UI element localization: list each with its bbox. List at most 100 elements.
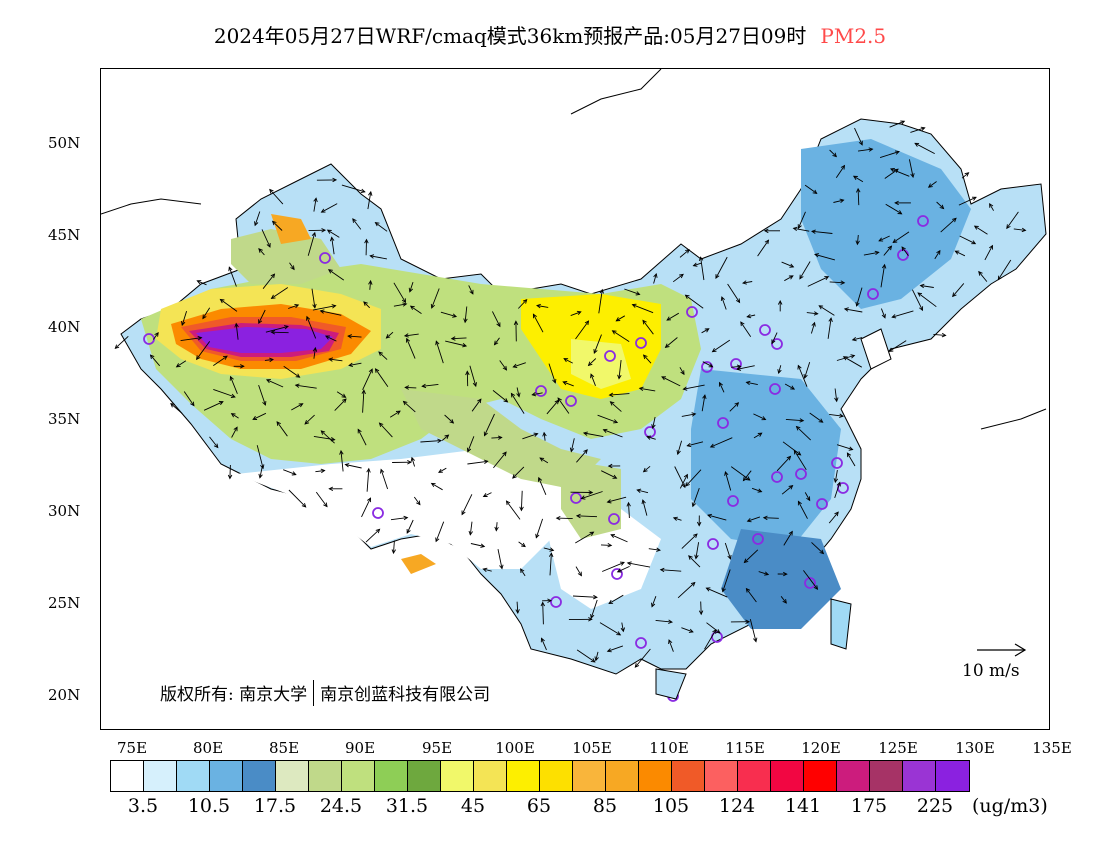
wind-arrow (506, 500, 521, 520)
wind-arrow (464, 306, 468, 323)
wind-arrow-head (497, 435, 503, 440)
wind-arrow (315, 470, 325, 473)
wind-arrow (827, 318, 832, 339)
wind-arrow-head (329, 236, 335, 242)
wind-arrow (685, 294, 704, 309)
wind-arrow-head (352, 218, 357, 223)
wind-arrow (643, 465, 651, 473)
wind-arrow-head (642, 319, 647, 325)
wind-arrow (572, 595, 597, 598)
colorbar-swatch (111, 761, 144, 791)
wind-arrow-head (819, 549, 825, 555)
wind-arrow (533, 314, 544, 333)
wind-arrow (721, 296, 727, 310)
wind-arrow (758, 571, 769, 576)
wind-arrow (556, 517, 573, 520)
wind-arrow-head (477, 398, 482, 404)
wind-arrow-head (450, 336, 456, 341)
wind-arrow-head (850, 354, 856, 359)
wind-arrow-head (989, 202, 994, 208)
wind-arrow (784, 275, 794, 282)
wind-arrow (793, 227, 810, 232)
wind-arrow (880, 308, 886, 318)
wind-arrow-head (438, 468, 443, 473)
wind-arrow-head (505, 500, 511, 506)
wind-arrow-head (580, 495, 586, 500)
wind-arrow (648, 548, 661, 551)
wind-arrow-head (312, 346, 318, 352)
wind-arrow-head (709, 443, 715, 448)
wind-arrow-head (888, 347, 894, 352)
wind-arrow-head (828, 317, 833, 323)
wind-arrow (264, 359, 274, 361)
wind-arrow-head (229, 375, 234, 381)
wind-arrow (595, 651, 599, 661)
wind-arrow-head (690, 581, 696, 587)
wind-arrow (889, 340, 907, 352)
wind-arrow-head (927, 183, 933, 188)
wind-arrow-head (631, 303, 637, 308)
wind-arrow-head (704, 328, 710, 333)
wind-arrow (782, 441, 801, 456)
wind-arrow (747, 516, 761, 522)
wind-arrow-head (638, 386, 644, 392)
wind-arrow-head (848, 446, 854, 451)
wind-arrow (581, 491, 603, 500)
wind-arrow (677, 440, 683, 455)
wind-arrow (570, 311, 581, 317)
wind-arrow (276, 421, 288, 437)
wind-arrow (405, 386, 417, 389)
wind-arrow (483, 492, 492, 497)
wind-arrow-head (222, 355, 228, 360)
wind-arrow (901, 246, 909, 256)
wind-arrow (230, 376, 238, 394)
wind-arrow (704, 629, 717, 650)
wind-arrow-head (620, 627, 626, 633)
wind-arrow (231, 426, 238, 438)
wind-arrow (928, 181, 937, 188)
wind-arrow (978, 271, 988, 282)
wind-arrow (780, 596, 787, 604)
wind-arrow (879, 151, 900, 159)
wind-arrow-head (533, 432, 539, 437)
wind-arrow (315, 491, 328, 507)
lon-label: 120E (801, 739, 841, 757)
wind-arrow (835, 165, 845, 179)
wind-arrow (804, 184, 817, 194)
wind-arrow-head (403, 333, 409, 338)
wind-arrow (612, 330, 630, 342)
wind-arrow-head (328, 357, 334, 362)
wind-arrow (852, 337, 863, 341)
wind-arrow (367, 191, 372, 210)
wind-arrow-head (294, 303, 300, 309)
wind-arrow (940, 217, 957, 233)
wind-arrow-head (971, 240, 977, 245)
wind-arrow (880, 264, 886, 288)
wind-arrow-head (836, 481, 841, 487)
wind-arrow-head (746, 313, 752, 319)
colorbar-swatch (705, 761, 738, 791)
wind-arrow-head (291, 471, 297, 476)
wind-arrow (180, 337, 202, 342)
colorbar (110, 760, 970, 792)
map-panel[interactable] (100, 68, 1050, 730)
wind-arrow (857, 188, 860, 206)
wind-arrow (793, 450, 807, 471)
wind-arrow-head (858, 140, 863, 146)
lat-label: 40N (48, 318, 81, 336)
wind-arrow-head (378, 351, 383, 356)
wind-arrow-head (889, 168, 895, 173)
wind-arrow-head (894, 150, 900, 155)
wind-arrow-head (320, 208, 326, 213)
wind-arrow-head (782, 599, 787, 604)
wind-arrow-head (1021, 227, 1027, 233)
wind-arrow (375, 368, 389, 388)
wind-arrow (469, 521, 473, 535)
wind-arrow (320, 310, 342, 316)
wind-arrow (961, 172, 969, 179)
wind-arrow-head (606, 499, 612, 504)
city-markers (143, 215, 929, 702)
wind-arrow (695, 542, 700, 559)
wind-arrow (724, 471, 732, 491)
wind-arrow-head (989, 244, 993, 250)
